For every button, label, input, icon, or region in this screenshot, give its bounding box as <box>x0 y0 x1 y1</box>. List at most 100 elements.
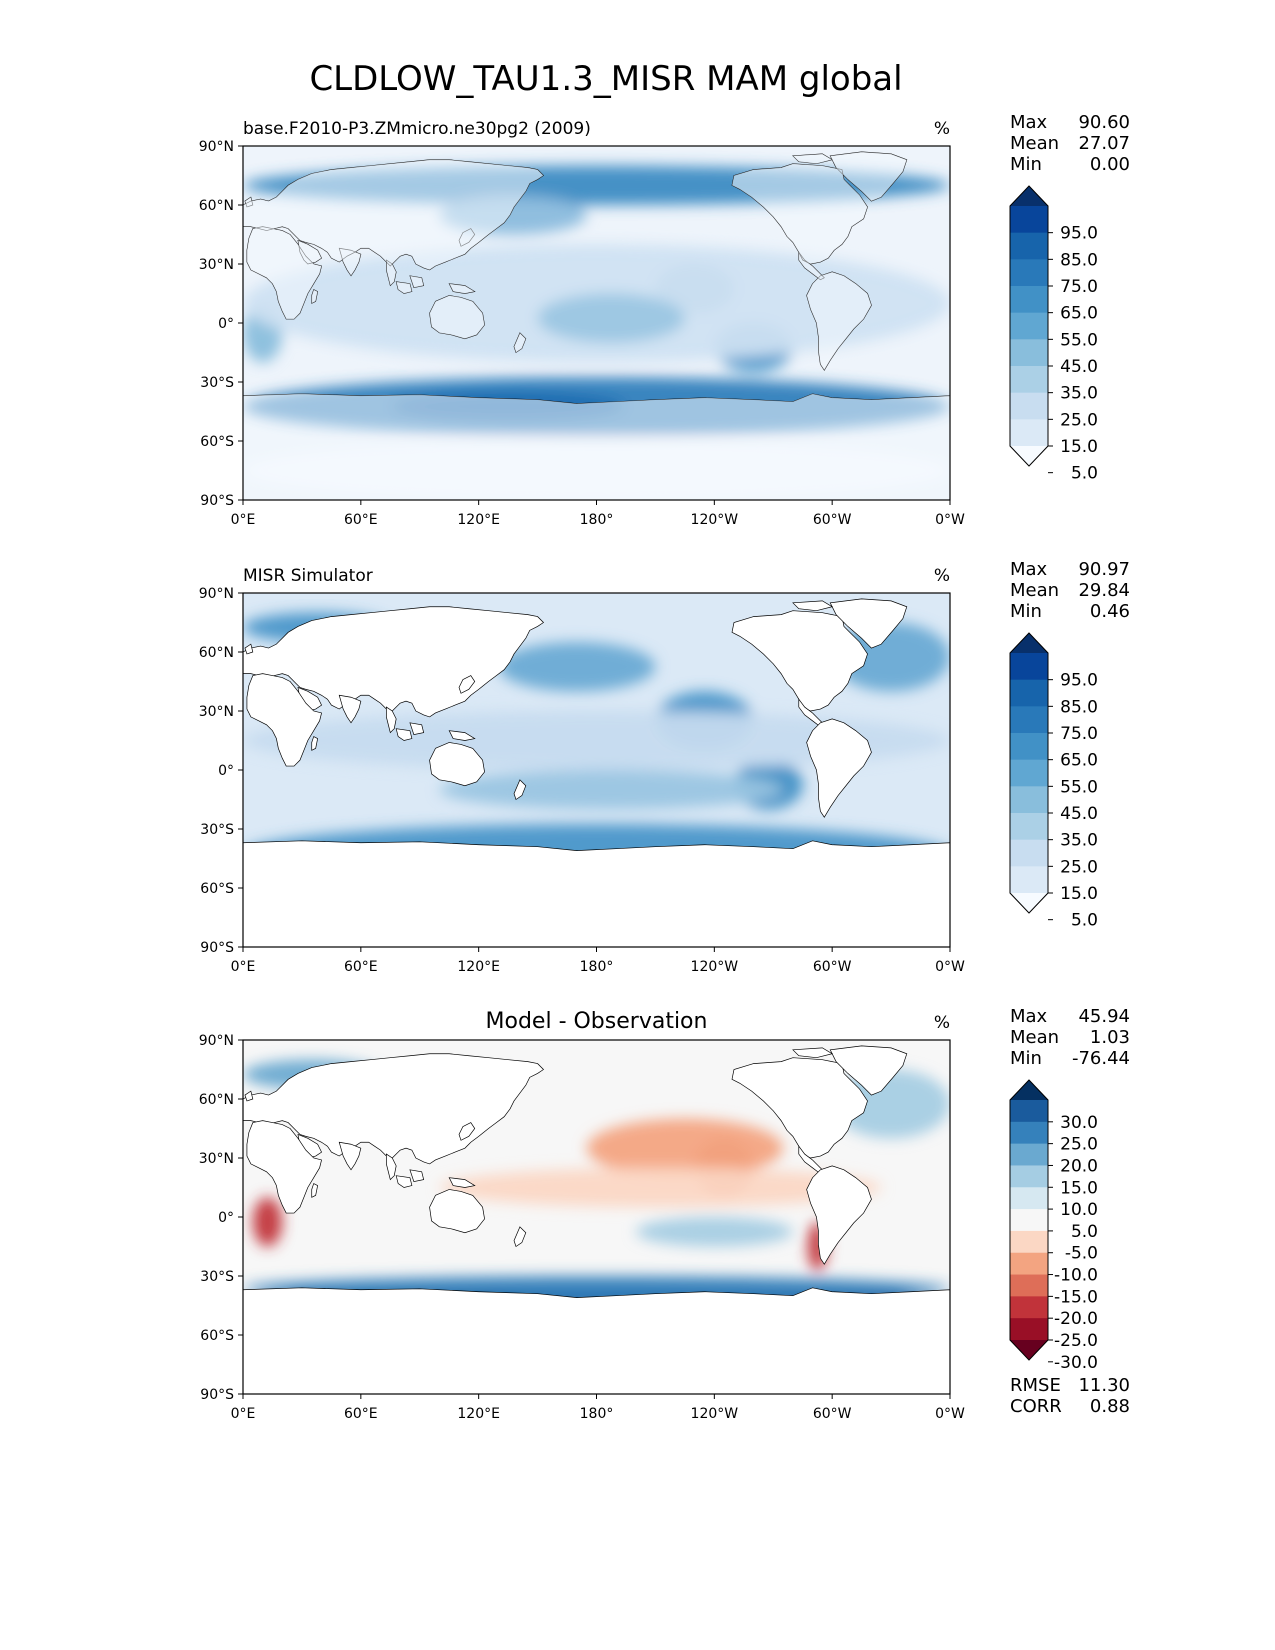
stat-label: Min <box>1010 601 1042 622</box>
stat-value: 29.84 <box>1078 580 1130 601</box>
panel-title-left: MISR Simulator <box>243 566 373 586</box>
lat-tick-label: 0° <box>218 763 234 779</box>
colorbar-extend-min <box>1010 893 1048 913</box>
lon-tick-label: 180° <box>580 512 614 528</box>
colorbar-obs: 95.0 85.0 75.0 65.0 55.0 45.0 35.0 25.0 15.0 5.0 <box>1009 632 1098 931</box>
panel-obs: 90°N 60°N 30°N 0° 30°S 60°S 90°S 0°E 60°E 120°E 18… <box>199 559 1130 975</box>
lon-tick-label: 60°E <box>344 959 378 975</box>
lon-tick-label: 60°W <box>813 1406 852 1422</box>
lat-tick-label: 0° <box>218 316 234 332</box>
panel-title-center: Model - Observation <box>486 1009 708 1034</box>
colorbar-tick-label: 25.0 <box>1060 410 1098 430</box>
lat-tick-label: 90°S <box>200 940 234 956</box>
colorbar-segment <box>1010 1121 1048 1145</box>
colorbar-tick-label: -20.0 <box>1054 1309 1098 1329</box>
colorbar-segment <box>1010 1100 1048 1123</box>
lat-tick-label: 30°S <box>200 375 234 391</box>
stat-value: 90.60 <box>1078 112 1130 133</box>
colorbar-tick-label: 75.0 <box>1060 724 1098 744</box>
colorbar-segment <box>1010 813 1048 841</box>
colorbar-segment <box>1010 1252 1048 1276</box>
stat-label: Mean <box>1010 580 1059 601</box>
colorbar-segment <box>1010 366 1048 394</box>
stat-value: -76.44 <box>1072 1048 1130 1069</box>
colorbar-segment <box>1010 706 1048 734</box>
colorbar-tick-label: 45.0 <box>1060 804 1098 824</box>
colorbar-tick-label: 20.0 <box>1060 1156 1098 1176</box>
colorbar-segment <box>1010 733 1048 761</box>
lon-tick-label: 120°E <box>457 959 500 975</box>
colorbar-segment <box>1010 1318 1048 1341</box>
colorbar-segment <box>1010 259 1048 287</box>
stat-label: Max <box>1010 1006 1048 1027</box>
stat-label: Max <box>1010 112 1048 133</box>
colorbar-segment <box>1010 759 1048 787</box>
panel-units: % <box>934 566 950 586</box>
lon-tick-label: 60°E <box>344 512 378 528</box>
colorbar-segment <box>1010 1209 1048 1232</box>
lon-tick-label: 60°W <box>813 512 852 528</box>
colorbar-extend-min <box>1010 1340 1048 1360</box>
stat-label: Min <box>1010 154 1042 175</box>
colorbar-segment <box>1010 679 1048 707</box>
colorbar-tick-label: 65.0 <box>1060 751 1098 771</box>
colorbar-segment <box>1010 786 1048 814</box>
colorbar-segment <box>1010 286 1048 314</box>
stat-value: 90.97 <box>1078 559 1130 580</box>
colorbar-tick-label: 35.0 <box>1060 384 1098 404</box>
colorbar-tick-label: -10.0 <box>1054 1266 1098 1286</box>
lat-tick-label: 60°S <box>200 1328 234 1344</box>
lon-tick-label: 0°W <box>935 512 965 528</box>
colorbar-segment <box>1010 1187 1048 1210</box>
colorbar-segment <box>1010 232 1048 260</box>
colorbar-tick-label: 95.0 <box>1060 224 1098 244</box>
colorbar-tick-label: 45.0 <box>1060 357 1098 377</box>
lat-tick-label: 30°N <box>199 704 234 720</box>
stat-value: 45.94 <box>1078 1006 1130 1027</box>
colorbar-tick-label: -15.0 <box>1054 1287 1098 1307</box>
colorbar-segment <box>1010 392 1048 420</box>
bottom-stat-label: CORR <box>1010 1396 1062 1417</box>
lat-tick-label: 30°N <box>199 257 234 273</box>
colorbar-segment <box>1010 419 1048 447</box>
lon-tick-label: 0°W <box>935 959 965 975</box>
map-obs <box>243 593 950 947</box>
colorbar-segment <box>1010 839 1048 867</box>
colorbar-tick-label: 15.0 <box>1060 884 1098 904</box>
stat-label: Max <box>1010 559 1048 580</box>
lon-tick-label: 0°E <box>231 512 256 528</box>
lon-tick-label: 180° <box>580 1406 614 1422</box>
lat-tick-label: 30°N <box>199 1151 234 1167</box>
panel-units: % <box>934 1013 950 1033</box>
colorbar-segment <box>1010 653 1048 681</box>
colorbar-tick-label: -5.0 <box>1065 1244 1098 1264</box>
colorbar-tick-label: 55.0 <box>1060 330 1098 350</box>
colorbar-tick-label: 85.0 <box>1060 250 1098 270</box>
lon-tick-label: 120°W <box>691 959 739 975</box>
lon-tick-label: 60°W <box>813 959 852 975</box>
lat-tick-label: 90°N <box>199 139 234 155</box>
lat-tick-label: 60°N <box>199 198 234 214</box>
lat-tick-label: 0° <box>218 1210 234 1226</box>
colorbar-tick-label: 65.0 <box>1060 304 1098 324</box>
lon-tick-label: 0°E <box>231 959 256 975</box>
colorbar-tick-label: 25.0 <box>1060 1135 1098 1155</box>
colorbar-diff: 30.025.020.015.010.05.0-5.0-10.0-15.0-20… <box>1009 1079 1098 1373</box>
colorbar-segment <box>1010 1165 1048 1188</box>
colorbar-segment <box>1010 339 1048 367</box>
bottom-stat-label: RMSE <box>1010 1375 1061 1396</box>
colorbar-tick-label: 10.0 <box>1060 1200 1098 1220</box>
lon-tick-label: 120°W <box>691 1406 739 1422</box>
colorbar-segment <box>1010 206 1048 234</box>
stat-value: 0.46 <box>1090 601 1130 622</box>
bottom-stat-value: 11.30 <box>1078 1375 1130 1396</box>
colorbar-segment <box>1010 312 1048 340</box>
lon-tick-label: 180° <box>580 959 614 975</box>
lon-tick-label: 120°E <box>457 1406 500 1422</box>
lat-tick-label: 90°N <box>199 1033 234 1049</box>
panel-diff: 90°N 60°N 30°N 0° 30°S 60°S 90°S 0°E 60°E 120°E 18… <box>199 1006 1130 1422</box>
lon-tick-label: 60°E <box>344 1406 378 1422</box>
colorbar-segment <box>1010 1274 1048 1297</box>
lon-tick-label: 120°W <box>691 512 739 528</box>
